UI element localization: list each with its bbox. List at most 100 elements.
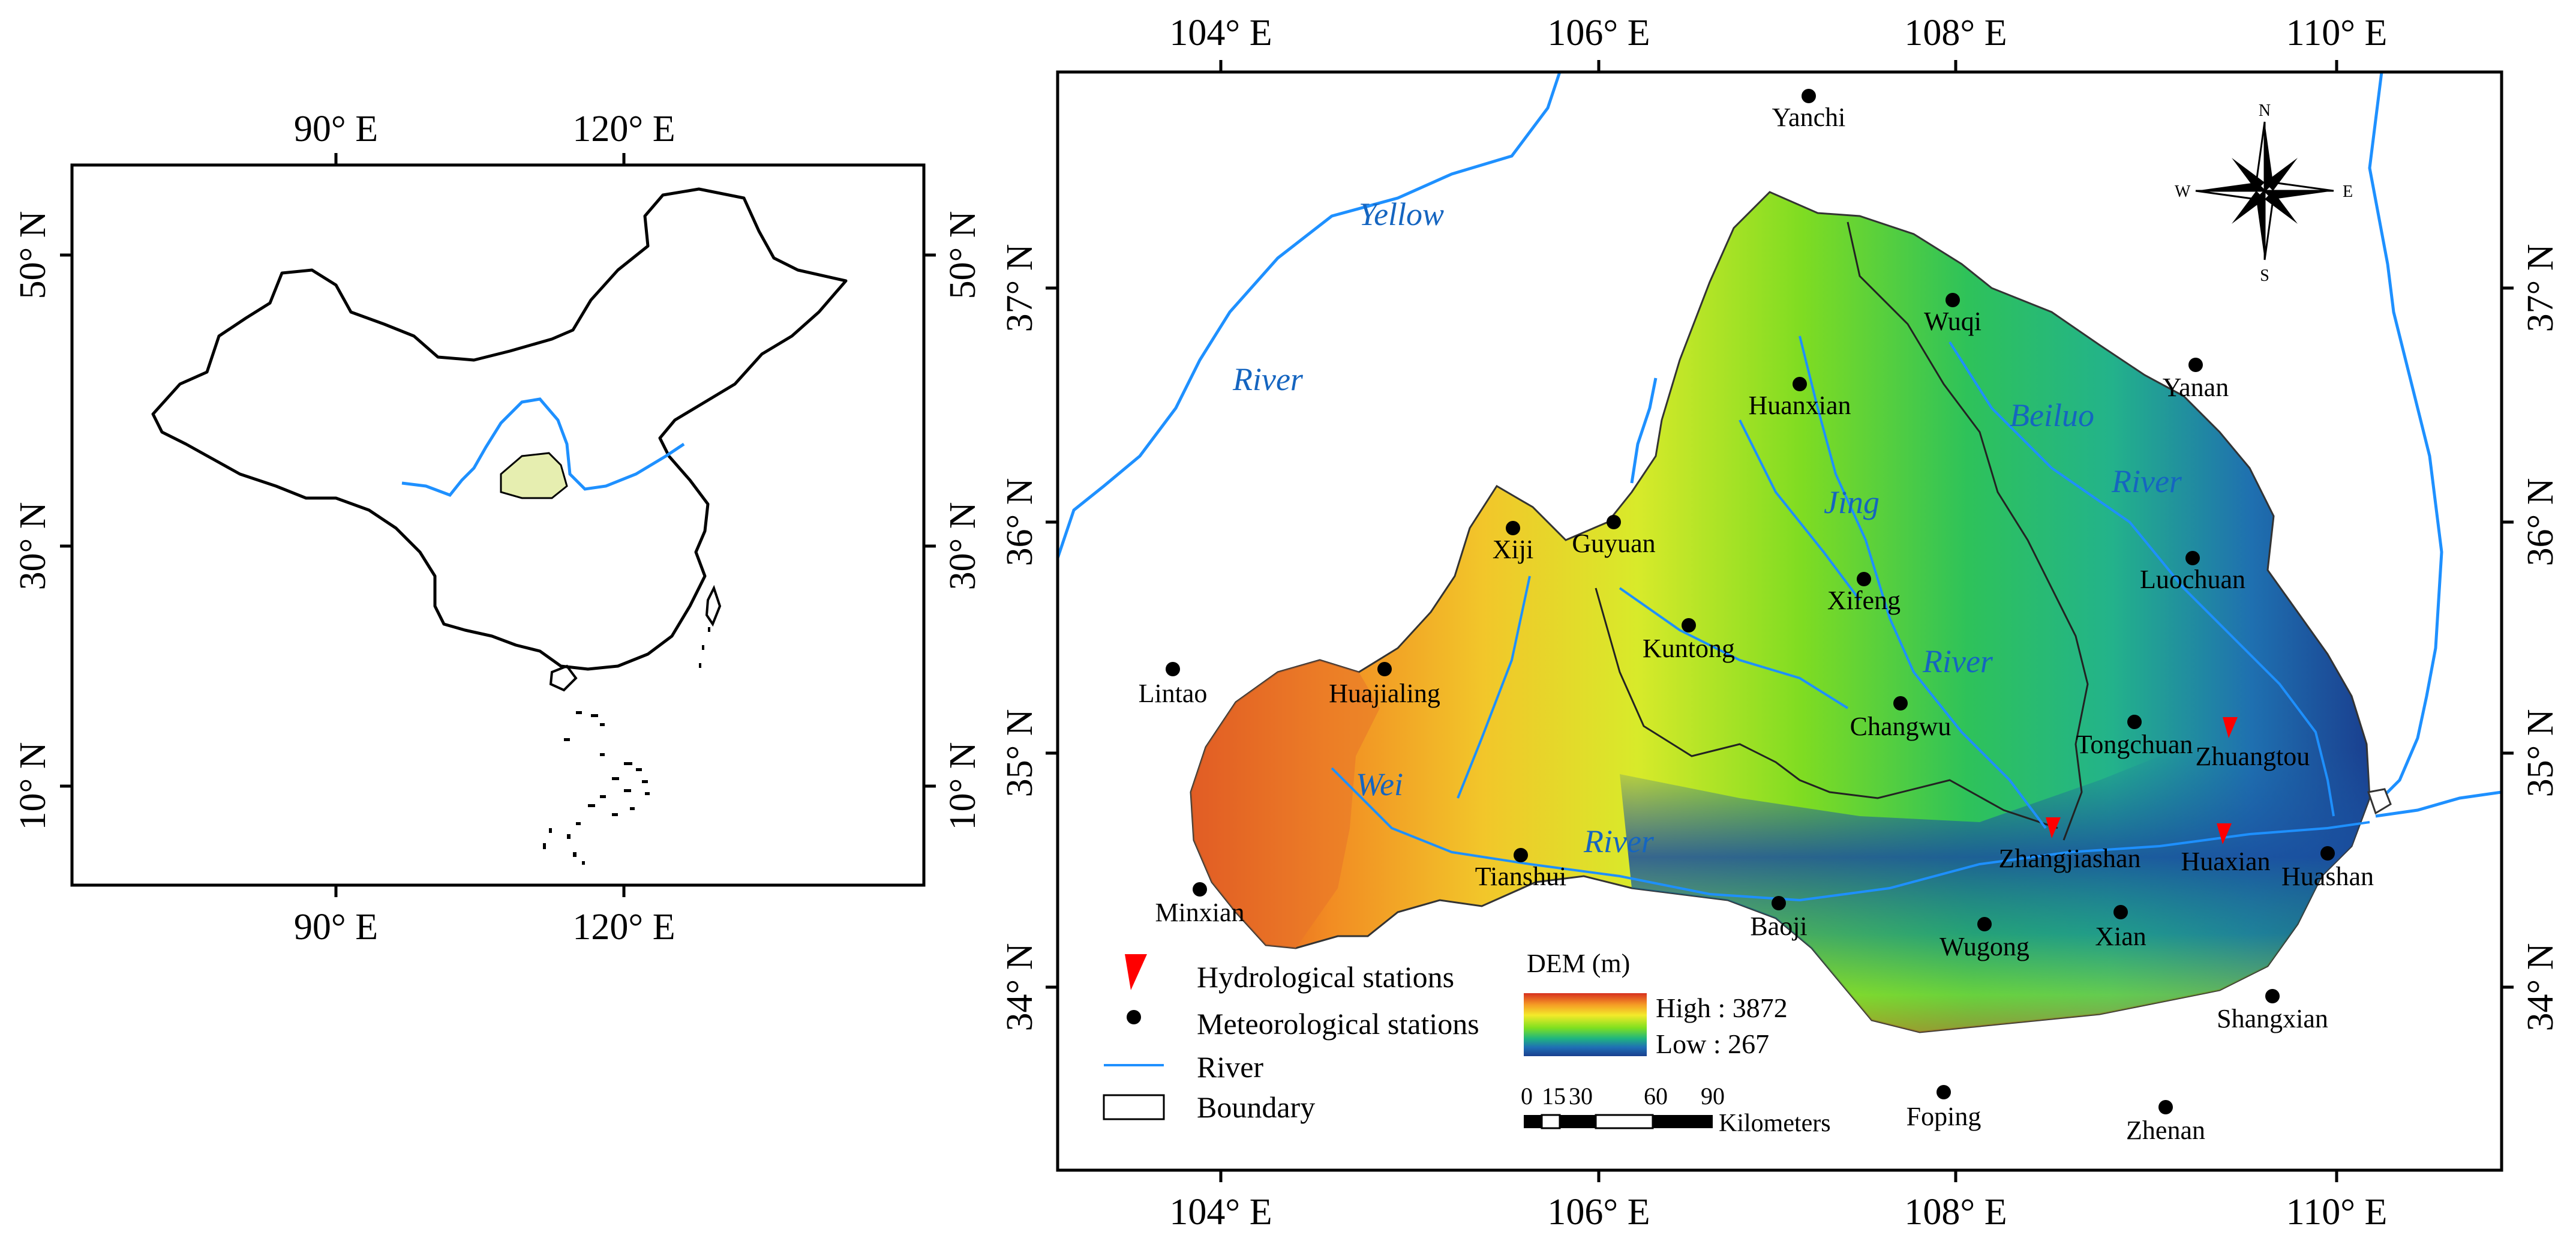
hydro-station-markers [2046,717,2238,844]
main-lon-top-106: 106° E [1547,13,1650,53]
scale-unit: Kilometers [1719,1110,1831,1137]
inset-lat-right-50: 50° N [942,211,983,299]
compass-n-label: N [2259,101,2271,120]
label-river-yellow: River [1232,361,1304,397]
inset-lon-bottom-120: 120° E [572,907,675,948]
inset-lon-top-90: 90° E [294,109,378,149]
label-river-wei: River [1583,823,1655,859]
compass-s-label: S [2260,266,2269,285]
dem-legend-title: DEM (m) [1527,949,1630,978]
label-wei: Wei [1356,766,1403,802]
main-lon-top-110: 110° E [2286,13,2388,53]
legend-meteo-label: Meteorological stations [1197,1007,1479,1041]
meteo-label-wugong: Wugong [1939,932,2029,961]
dem-high-label: High : 3872 [1656,993,1788,1023]
dem-colorbar [1524,993,1647,1056]
meteo-label-yanchi: Yanchi [1772,103,1846,132]
loess-basin-highlight [500,452,568,499]
hydro-label-huaxian: Huaxian [2181,847,2270,876]
meteo-label-wuqi: Wuqi [1924,307,1981,336]
basin-rivers [1331,335,2370,902]
hainan-island [549,664,578,692]
dem-legend: DEM (m) High : 3872 Low : 267 [1524,949,1788,1059]
yellow-river-east [2368,72,2443,799]
meteo-label-luochuan: Luochuan [2140,565,2245,594]
inset-lat-left-10: 10° N [13,742,53,830]
meteo-label-huashan: Huashan [2281,862,2374,891]
main-ticks [1046,60,2514,1182]
scale-tick-60: 60 [1644,1083,1668,1110]
china-outline [151,187,848,671]
meteo-label-minxian: Minxian [1155,898,1244,927]
dem-low-label: Low : 267 [1656,1029,1769,1059]
legend-hydro-icon [1125,954,1147,990]
label-yellow: Yellow [1359,196,1444,232]
meteo-label-kuntong: Kuntong [1643,634,1735,663]
meteo-label-lintao: Lintao [1139,679,1208,708]
main-frame [1056,70,2503,1172]
compass-w-label: W [2175,182,2191,201]
meteo-label-foping: Foping [1907,1102,1981,1131]
label-jing: Jing [1824,484,1880,520]
yellow-river-outflow [2375,790,2502,818]
main-lon-bottom-110: 110° E [2286,1192,2388,1233]
label-river-jing: River [1922,643,1993,679]
meteo-label-huanxian: Huanxian [1748,391,1851,420]
basin-wei-valley [1620,720,2370,1032]
meteo-label-shangxian: Shangxian [2217,1004,2328,1033]
main-map: 104° E 106° E 108° E 110° E 104° E 106° … [999,13,2561,1233]
inset-lon-ticks [60,153,936,897]
legend-hydro-label: Hydrological stations [1197,960,1454,994]
main-lat-left-34: 34° N [999,943,1040,1031]
main-lat-right-34: 34° N [2520,943,2561,1031]
basin-west-highland [1191,660,1380,948]
scale-tick-90: 90 [1701,1083,1725,1110]
inset-map: 90° E 120° E 90° E 120° E 50° N 30° N 10… [13,109,983,948]
meteo-label-changwu: Changwu [1850,712,1951,741]
legend-river-label: River [1197,1050,1263,1084]
main-lon-top-108: 108° E [1904,13,2007,53]
jing-subbasin-divide [1595,587,2058,829]
scale-tick-15: 15 [1542,1083,1566,1110]
reservoir-outline [2367,788,2392,815]
meteo-label-tianshui: Tianshui [1475,862,1566,891]
main-lat-left-36: 36° N [999,478,1040,566]
compass-rose: N S E W [2175,101,2353,285]
meteo-label-tongchuan: Tongchuan [2076,730,2193,759]
scale-bar: 0 15 30 60 90 Kilometers [1521,1083,1831,1137]
main-lat-left-37: 37° N [999,244,1040,332]
inset-lon-bottom-90: 90° E [294,907,378,948]
inset-frame [70,163,926,887]
legend-boundary-icon [1103,1094,1165,1120]
inset-lat-right-10: 10° N [942,742,983,830]
inset-lat-right-30: 30° N [942,502,983,590]
main-lon-bottom-106: 106° E [1547,1192,1650,1233]
south-sea-islands [543,627,710,865]
legend: Hydrological stations Meteorological sta… [1103,954,1479,1124]
compass-e-label: E [2343,182,2353,201]
inset-lat-left-30: 30° N [13,502,53,590]
inset-lat-left-50: 50° N [13,211,53,299]
scale-tick-0: 0 [1521,1083,1533,1110]
meteo-station-markers [1166,89,2335,1114]
legend-meteo-icon [1127,1010,1141,1024]
meteo-label-guyuan: Guyuan [1572,529,1655,558]
main-lat-left-35: 35° N [999,709,1040,797]
main-lon-top-104: 104° E [1169,13,1272,53]
meteo-label-huajialing: Huajialing [1329,679,1440,708]
main-lat-right-36: 36° N [2520,478,2561,566]
hydro-label-zhuangtou: Zhuangtou [2196,742,2310,771]
meteo-label-zhenan: Zhenan [2126,1116,2205,1145]
yellow-river-inset [401,397,685,497]
inset-lon-top-120: 120° E [572,109,675,149]
legend-boundary-label: Boundary [1197,1090,1315,1124]
label-beiluo: Beiluo [2010,397,2094,433]
meteo-label-xiji: Xiji [1493,535,1533,564]
beiluo-subbasin-divide [1847,221,2089,841]
taiwan-island [705,584,722,627]
label-river-beiluo: River [2111,463,2182,499]
meteo-label-xifeng: Xifeng [1827,586,1901,615]
scale-tick-30: 30 [1569,1083,1593,1110]
meteo-label-xian: Xian [2095,922,2146,951]
